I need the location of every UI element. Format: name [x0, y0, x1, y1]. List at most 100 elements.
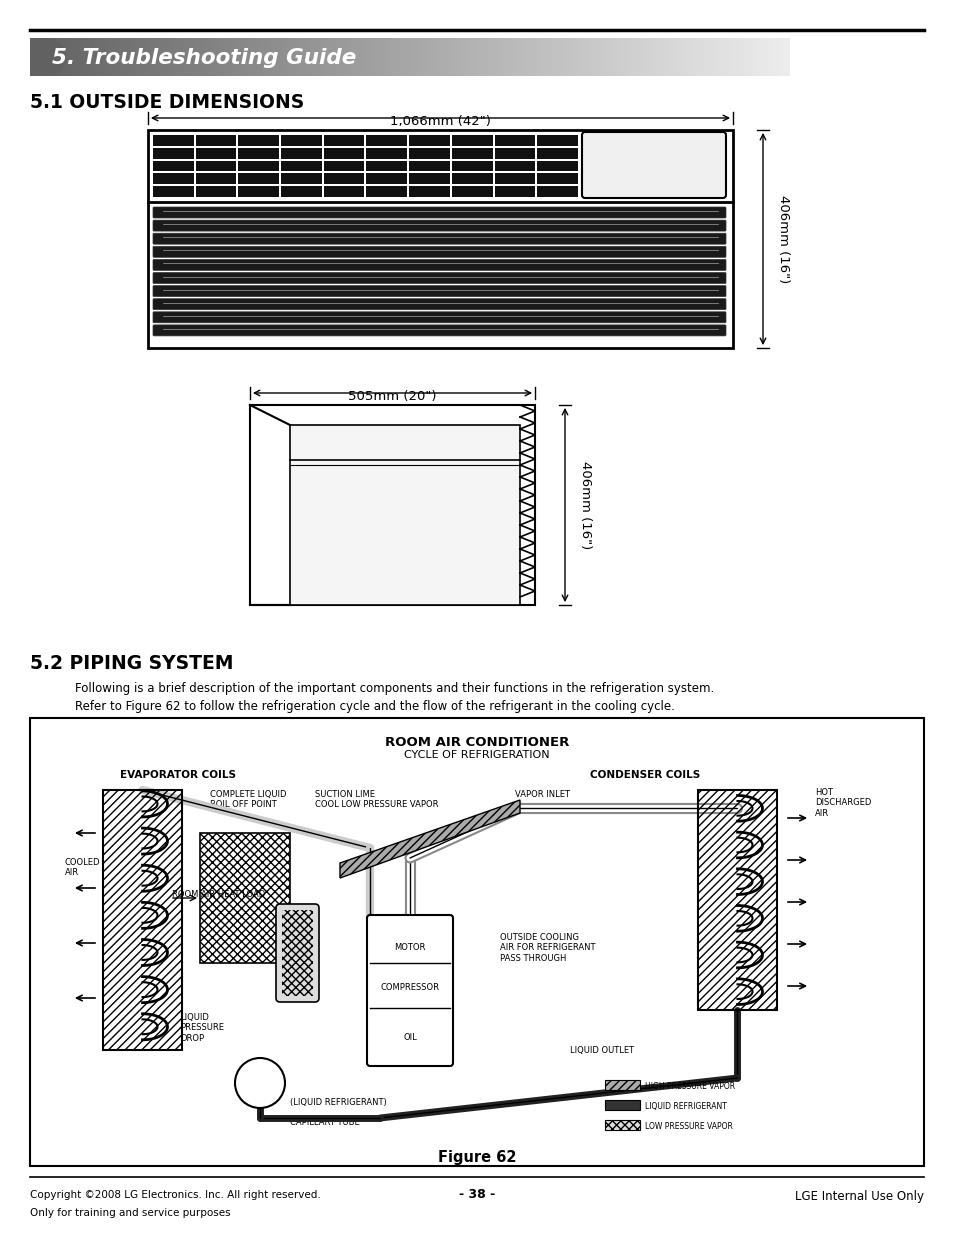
FancyBboxPatch shape: [695, 39, 699, 76]
Text: EVAPORATOR COILS: EVAPORATOR COILS: [120, 769, 235, 781]
Bar: [452, 135, 492, 145]
Text: 505mm (20"): 505mm (20"): [348, 390, 436, 403]
FancyBboxPatch shape: [159, 39, 163, 76]
FancyBboxPatch shape: [766, 39, 771, 76]
Bar: [537, 186, 578, 196]
FancyBboxPatch shape: [759, 39, 763, 76]
FancyBboxPatch shape: [152, 39, 155, 76]
FancyBboxPatch shape: [326, 39, 331, 76]
FancyBboxPatch shape: [171, 39, 174, 76]
FancyBboxPatch shape: [379, 39, 383, 76]
Text: HIGH PRESSURE VAPOR: HIGH PRESSURE VAPOR: [644, 1081, 735, 1091]
FancyBboxPatch shape: [190, 39, 193, 76]
FancyBboxPatch shape: [364, 39, 368, 76]
Bar: [290, 425, 519, 605]
FancyBboxPatch shape: [71, 39, 76, 76]
FancyBboxPatch shape: [345, 39, 350, 76]
FancyBboxPatch shape: [406, 39, 410, 76]
FancyBboxPatch shape: [209, 39, 213, 76]
FancyBboxPatch shape: [781, 39, 786, 76]
Text: CAPILLARY TUBE: CAPILLARY TUBE: [290, 1117, 359, 1127]
Bar: [103, 791, 182, 1050]
FancyBboxPatch shape: [444, 39, 448, 76]
FancyBboxPatch shape: [672, 39, 676, 76]
FancyBboxPatch shape: [201, 39, 205, 76]
FancyBboxPatch shape: [79, 39, 84, 76]
FancyBboxPatch shape: [698, 39, 702, 76]
FancyBboxPatch shape: [474, 39, 478, 76]
FancyBboxPatch shape: [60, 39, 65, 76]
FancyBboxPatch shape: [459, 39, 463, 76]
FancyBboxPatch shape: [152, 298, 725, 310]
FancyBboxPatch shape: [275, 904, 318, 1002]
Bar: [537, 174, 578, 184]
Bar: [409, 135, 450, 145]
Text: CONDENSER COILS: CONDENSER COILS: [589, 769, 700, 781]
FancyBboxPatch shape: [596, 39, 599, 76]
FancyBboxPatch shape: [295, 39, 300, 76]
FancyBboxPatch shape: [250, 39, 254, 76]
FancyBboxPatch shape: [337, 39, 342, 76]
FancyBboxPatch shape: [144, 39, 148, 76]
FancyBboxPatch shape: [121, 39, 126, 76]
Bar: [604, 1120, 639, 1130]
Text: ROOM AIR CONDITIONER: ROOM AIR CONDITIONER: [384, 736, 569, 750]
Bar: [452, 148, 492, 159]
FancyBboxPatch shape: [68, 39, 72, 76]
FancyBboxPatch shape: [246, 39, 251, 76]
FancyBboxPatch shape: [186, 39, 190, 76]
FancyBboxPatch shape: [117, 39, 122, 76]
FancyBboxPatch shape: [668, 39, 672, 76]
FancyBboxPatch shape: [717, 39, 721, 76]
FancyBboxPatch shape: [132, 39, 137, 76]
Text: 5.1 OUTSIDE DIMENSIONS: 5.1 OUTSIDE DIMENSIONS: [30, 93, 304, 112]
FancyBboxPatch shape: [660, 39, 664, 76]
Text: OIL: OIL: [403, 1033, 416, 1042]
Text: OUTSIDE COOLING
AIR FOR REFRIGERANT
PASS THROUGH: OUTSIDE COOLING AIR FOR REFRIGERANT PASS…: [499, 933, 595, 963]
FancyBboxPatch shape: [83, 39, 88, 76]
FancyBboxPatch shape: [546, 39, 551, 76]
Text: - 38 -: - 38 -: [458, 1188, 495, 1201]
FancyBboxPatch shape: [493, 39, 497, 76]
FancyBboxPatch shape: [288, 39, 293, 76]
Bar: [409, 186, 450, 196]
FancyBboxPatch shape: [318, 39, 323, 76]
FancyBboxPatch shape: [228, 39, 232, 76]
FancyBboxPatch shape: [113, 39, 118, 76]
FancyBboxPatch shape: [558, 39, 562, 76]
FancyBboxPatch shape: [436, 39, 440, 76]
Bar: [238, 174, 279, 184]
FancyBboxPatch shape: [523, 39, 528, 76]
FancyBboxPatch shape: [467, 39, 471, 76]
FancyBboxPatch shape: [140, 39, 144, 76]
FancyBboxPatch shape: [197, 39, 201, 76]
Bar: [200, 833, 290, 963]
FancyBboxPatch shape: [720, 39, 725, 76]
FancyBboxPatch shape: [581, 132, 725, 198]
FancyBboxPatch shape: [561, 39, 566, 76]
FancyBboxPatch shape: [155, 39, 159, 76]
Text: LOW PRESSURE VAPOR: LOW PRESSURE VAPOR: [644, 1122, 732, 1131]
FancyBboxPatch shape: [573, 39, 578, 76]
FancyBboxPatch shape: [110, 39, 114, 76]
Bar: [494, 186, 535, 196]
FancyBboxPatch shape: [49, 39, 53, 76]
FancyBboxPatch shape: [421, 39, 425, 76]
FancyBboxPatch shape: [538, 39, 543, 76]
Text: HOT
DISCHARGED
AIR: HOT DISCHARGED AIR: [814, 788, 870, 818]
FancyBboxPatch shape: [657, 39, 660, 76]
Text: LIQUID REFRIGERANT: LIQUID REFRIGERANT: [644, 1103, 726, 1111]
FancyBboxPatch shape: [531, 39, 536, 76]
FancyBboxPatch shape: [106, 39, 111, 76]
FancyBboxPatch shape: [372, 39, 375, 76]
FancyBboxPatch shape: [314, 39, 319, 76]
FancyBboxPatch shape: [216, 39, 220, 76]
FancyBboxPatch shape: [751, 39, 756, 76]
Bar: [152, 160, 193, 172]
Bar: [409, 160, 450, 172]
Bar: [152, 135, 193, 145]
Bar: [323, 148, 364, 159]
FancyBboxPatch shape: [33, 39, 38, 76]
Text: COMPRESSOR: COMPRESSOR: [380, 983, 439, 992]
Bar: [282, 910, 313, 996]
